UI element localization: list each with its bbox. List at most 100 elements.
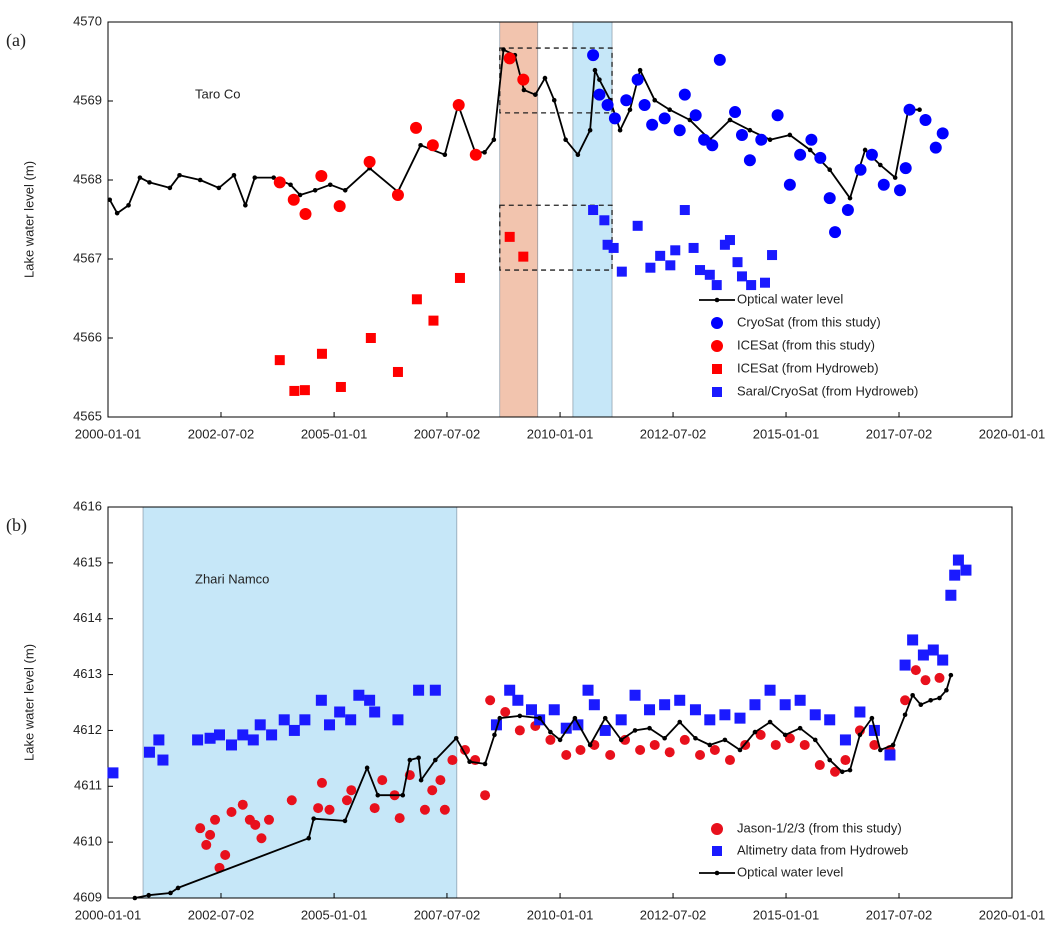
point	[865, 148, 878, 161]
square-point	[824, 714, 836, 726]
square-point	[952, 554, 964, 566]
y-tick-label: 4612	[73, 722, 102, 737]
line-point	[311, 816, 316, 821]
line-point	[563, 137, 568, 143]
annotation: Taro Co	[195, 86, 241, 101]
point	[545, 734, 556, 745]
x-tick-label: 2020-01-01	[979, 907, 1046, 922]
line-point	[517, 713, 523, 719]
line-point	[146, 892, 152, 898]
square-point	[899, 659, 911, 671]
square-point	[364, 694, 376, 706]
square-point	[107, 767, 119, 779]
point	[900, 695, 911, 706]
line-point	[862, 147, 868, 153]
square-point	[365, 333, 376, 343]
square-point	[632, 220, 643, 231]
line-point	[948, 672, 954, 678]
line-point	[627, 107, 633, 112]
point	[823, 192, 836, 205]
square-point	[644, 704, 656, 716]
square-point	[674, 694, 686, 706]
line-point	[416, 755, 421, 761]
point	[899, 162, 912, 175]
square-point	[794, 694, 806, 706]
line-point	[797, 725, 803, 731]
square-point	[525, 704, 537, 716]
line-point	[928, 697, 933, 703]
line-point	[271, 175, 277, 180]
line-point	[168, 890, 173, 896]
point	[934, 672, 945, 683]
line-point	[807, 147, 813, 153]
line-point	[890, 742, 896, 748]
square-point	[809, 709, 821, 721]
y-tick-label: 4611	[74, 778, 102, 793]
square-point	[335, 381, 346, 392]
line-point	[327, 182, 333, 188]
point	[673, 124, 686, 137]
point	[755, 729, 766, 740]
point	[575, 744, 586, 755]
line-point	[597, 77, 602, 82]
x-tick-label: 2015-01-01	[753, 907, 820, 922]
point	[664, 747, 675, 758]
line-point	[617, 127, 623, 133]
point	[608, 112, 621, 125]
line-point	[132, 895, 138, 901]
y-tick-label: 4613	[73, 666, 102, 681]
point	[709, 744, 720, 755]
line-point	[827, 167, 833, 173]
line-point	[662, 735, 667, 741]
point	[805, 133, 818, 146]
annotation: Zhari Namco	[195, 571, 269, 586]
highlight-span	[142, 506, 458, 899]
point	[814, 151, 827, 164]
point	[770, 739, 781, 750]
point	[735, 128, 748, 141]
line-point	[752, 729, 758, 735]
line-point	[491, 137, 497, 143]
line-point	[482, 150, 487, 155]
x-tick-label: 2020-01-01	[979, 426, 1046, 441]
square-point	[315, 694, 327, 706]
point	[593, 88, 606, 101]
line-point	[197, 177, 203, 183]
x-tick-label: 2017-07-02	[866, 426, 933, 441]
square-point	[602, 239, 613, 250]
square-point	[719, 239, 730, 250]
x-tick-label: 2017-07-02	[866, 907, 933, 922]
line-point	[557, 737, 563, 743]
point	[500, 706, 511, 717]
point	[205, 829, 216, 840]
line-point	[727, 117, 733, 123]
line-point	[342, 818, 348, 824]
square-point	[299, 385, 310, 396]
point	[784, 733, 795, 744]
point	[841, 204, 854, 217]
point	[256, 833, 267, 844]
point	[447, 755, 458, 766]
x-tick-label: 2002-07-02	[188, 907, 255, 922]
line-point	[375, 792, 381, 798]
line-point	[453, 735, 459, 741]
point	[646, 118, 659, 131]
square-point	[490, 719, 502, 731]
line-point	[847, 195, 853, 201]
point	[369, 803, 380, 814]
point	[755, 133, 768, 146]
line-point	[501, 47, 506, 52]
x-tick-label: 2010-01-01	[527, 426, 594, 441]
y-tick-label: 4615	[73, 554, 102, 569]
y-tick-label: 4565	[73, 408, 102, 423]
line-point	[492, 732, 497, 738]
square-point	[413, 684, 425, 696]
line-point	[252, 175, 258, 180]
point	[689, 109, 702, 122]
square-point	[504, 684, 516, 696]
point	[210, 814, 221, 825]
square-point	[655, 250, 666, 261]
square-point	[616, 266, 627, 277]
point	[435, 775, 446, 786]
point	[419, 804, 430, 815]
